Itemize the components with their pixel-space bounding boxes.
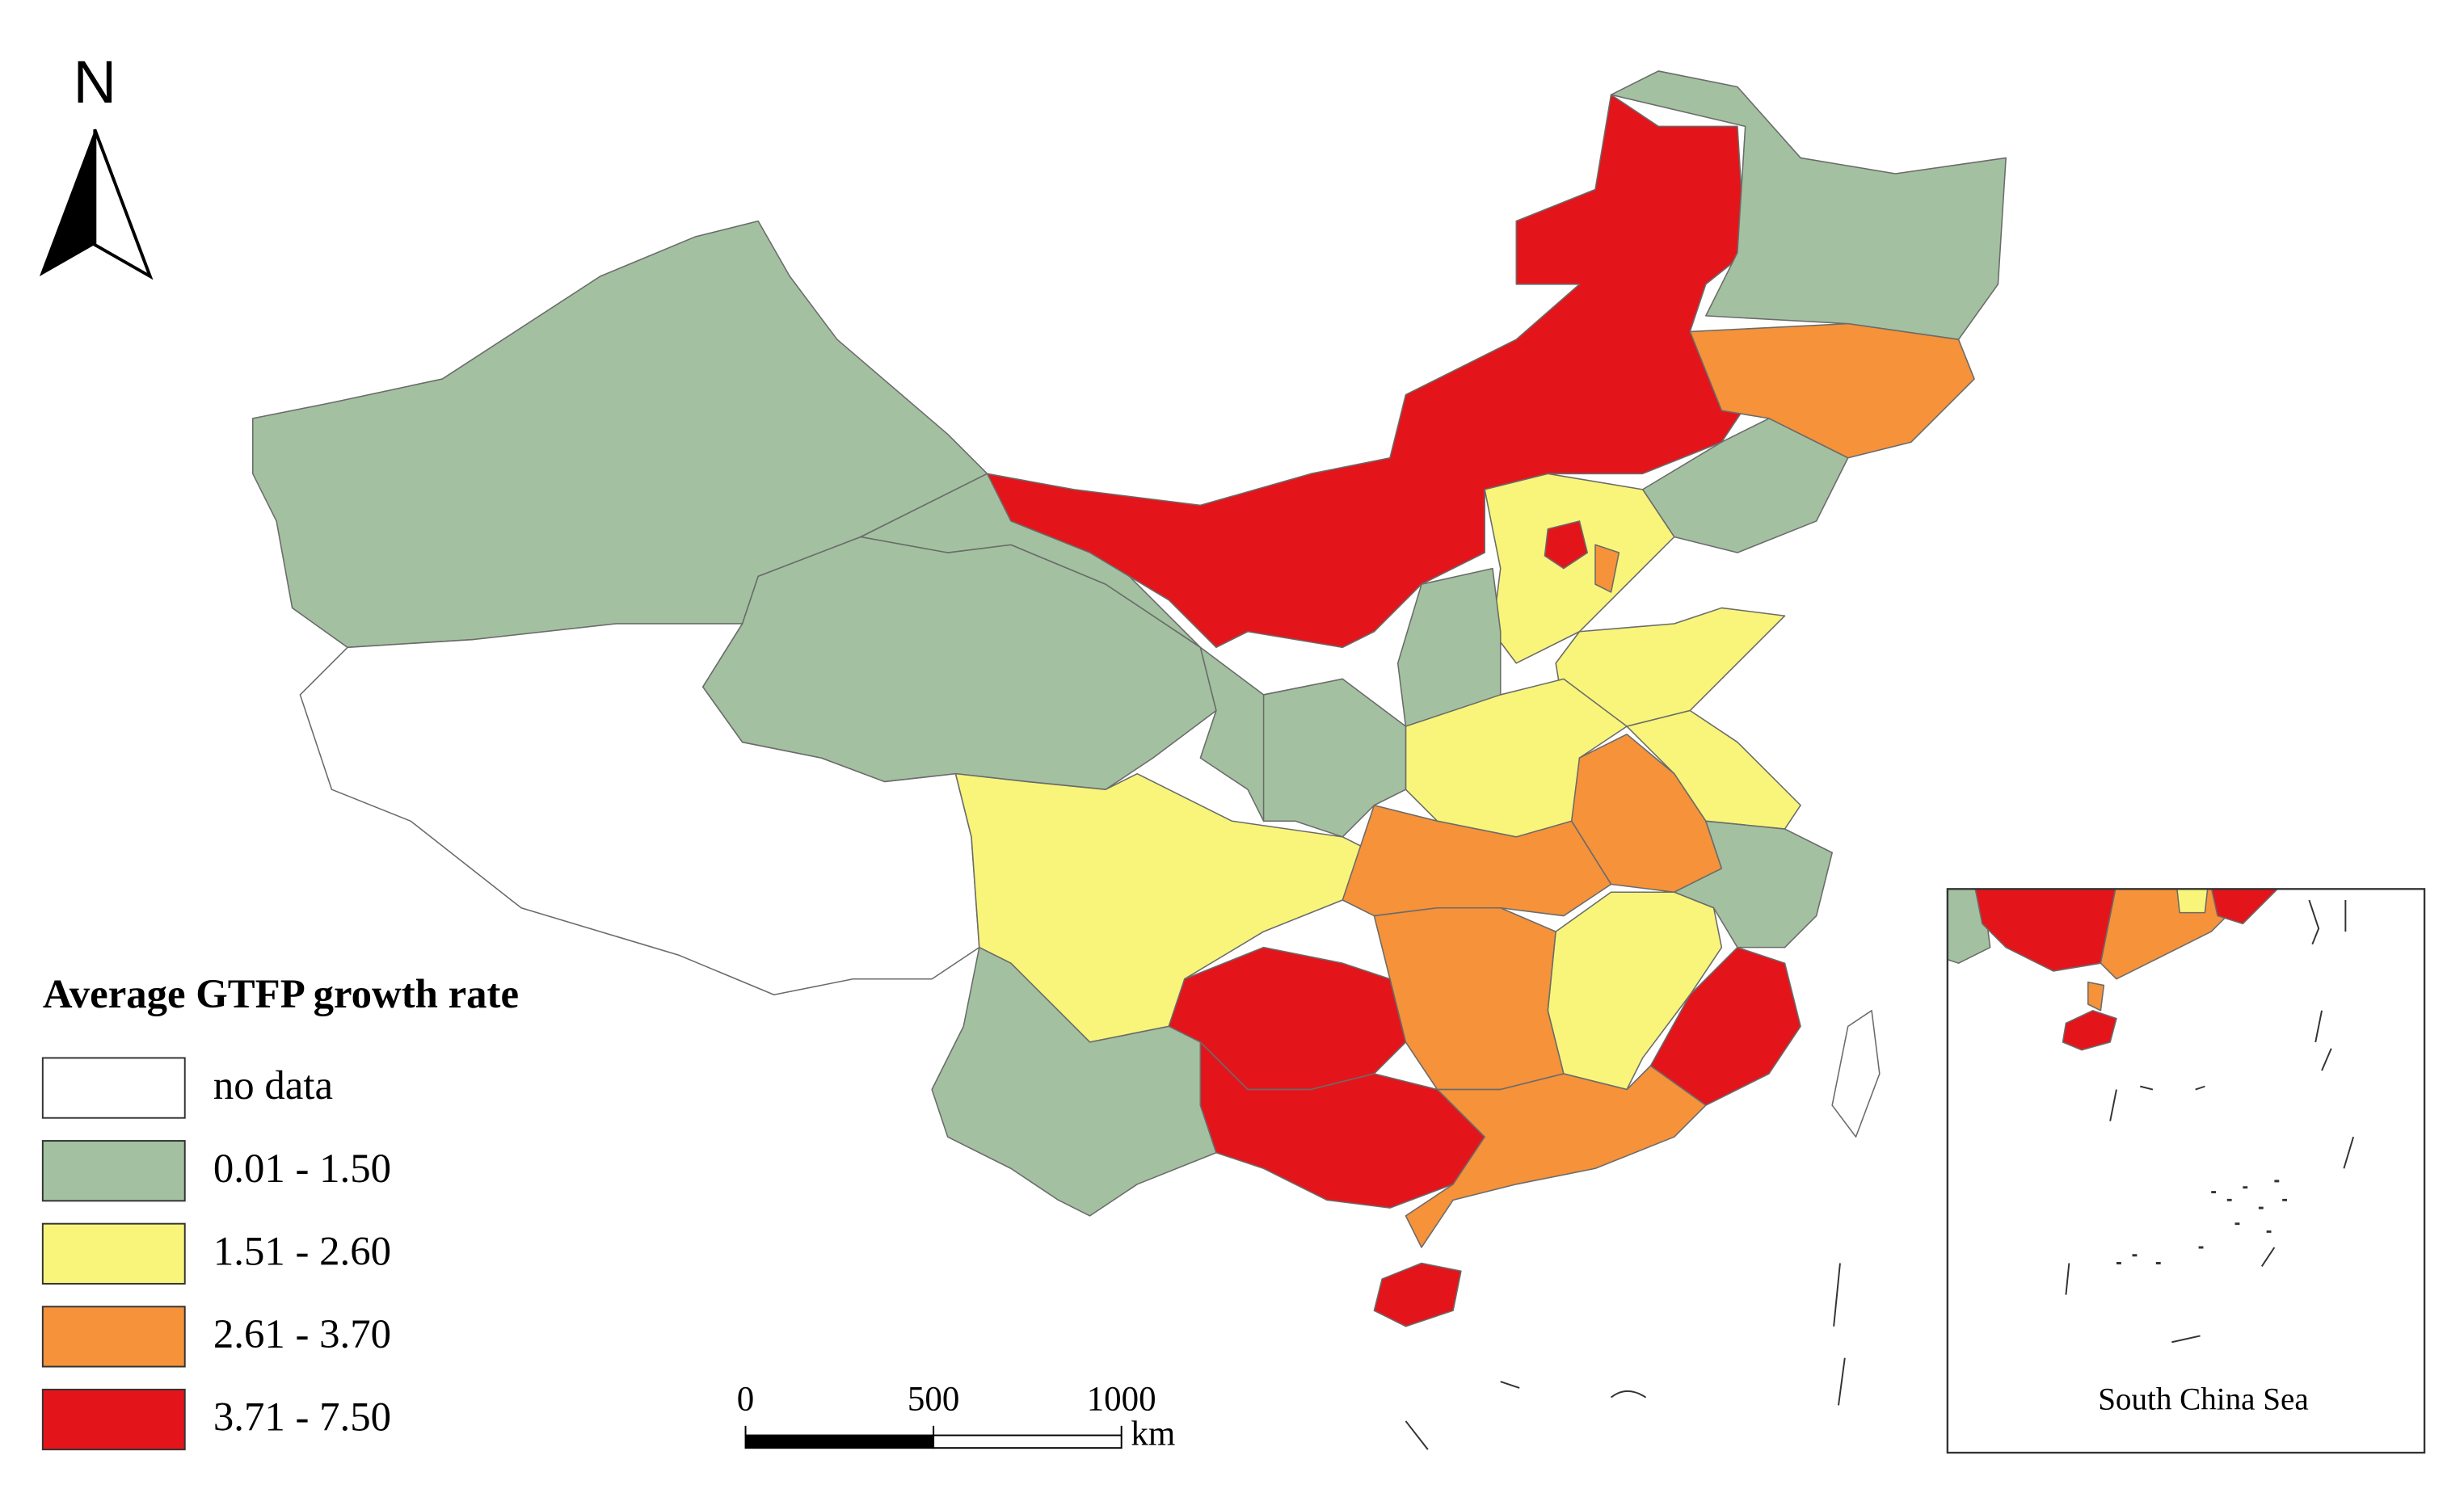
- island-lines: [1405, 1263, 1846, 1450]
- scale-segment: [933, 1434, 1122, 1449]
- inset-guangdong: [2100, 889, 2256, 980]
- inset-macau: [2087, 981, 2105, 1012]
- north-arrow: N: [39, 48, 154, 280]
- inset-frame: [1946, 888, 2426, 1454]
- inset: South China Sea: [1946, 888, 2426, 1454]
- inset-map: [1947, 889, 2355, 1344]
- inset-hainan: [2062, 1010, 2117, 1051]
- inset-jiangxi: [2176, 889, 2209, 914]
- inset-islands: [2065, 899, 2355, 1344]
- north-label: N: [74, 48, 117, 116]
- legend-swatch: [41, 1222, 186, 1285]
- scale-tick-label: 1000: [1087, 1380, 1156, 1418]
- inset-fujian: [2210, 889, 2279, 925]
- scale-unit: km: [1131, 1415, 1175, 1453]
- jilin: [1689, 322, 1975, 459]
- legend-title: Average GTFP growth rate: [43, 971, 519, 1016]
- provinces: [251, 70, 2007, 1327]
- inset-reefs: [2116, 1180, 2288, 1264]
- legend-label: 3.71 - 7.50: [213, 1394, 391, 1440]
- legend-label: no data: [213, 1062, 333, 1108]
- legend-swatch: [41, 1057, 186, 1119]
- hainan: [1373, 1262, 1462, 1327]
- sea-islands: [1405, 1263, 1846, 1450]
- scale-tick-label: 0: [737, 1380, 755, 1418]
- north-arrow-right: [93, 128, 154, 280]
- scale-segment: [744, 1434, 935, 1449]
- heilongjiang: [1610, 70, 2007, 340]
- legend: no data 0.01 - 1.50 1.51 - 2.60 2.61 - 3.70…: [41, 1057, 391, 1451]
- taiwan: [1831, 1010, 1881, 1138]
- legend-label: 0.01 - 1.50: [213, 1146, 391, 1191]
- north-arrow-left: [39, 129, 95, 277]
- inner-mongolia: [986, 94, 1754, 649]
- legend-swatch: [41, 1140, 186, 1202]
- beijing: [1544, 520, 1589, 570]
- legend-label: 2.61 - 3.70: [213, 1311, 391, 1357]
- tianjin: [1594, 544, 1620, 593]
- legend-label: 1.51 - 2.60: [213, 1228, 391, 1273]
- scale-tick-label: 500: [908, 1380, 959, 1418]
- inset-label: South China Sea: [2098, 1382, 2309, 1416]
- legend-swatch: [41, 1388, 186, 1451]
- legend-swatch: [41, 1306, 186, 1368]
- yunnan: [931, 946, 1217, 1217]
- hubei: [1342, 804, 1612, 917]
- zhejiang: [1673, 820, 1833, 949]
- inset-guangxi: [1974, 889, 2117, 972]
- guangdong: [1405, 1065, 1707, 1248]
